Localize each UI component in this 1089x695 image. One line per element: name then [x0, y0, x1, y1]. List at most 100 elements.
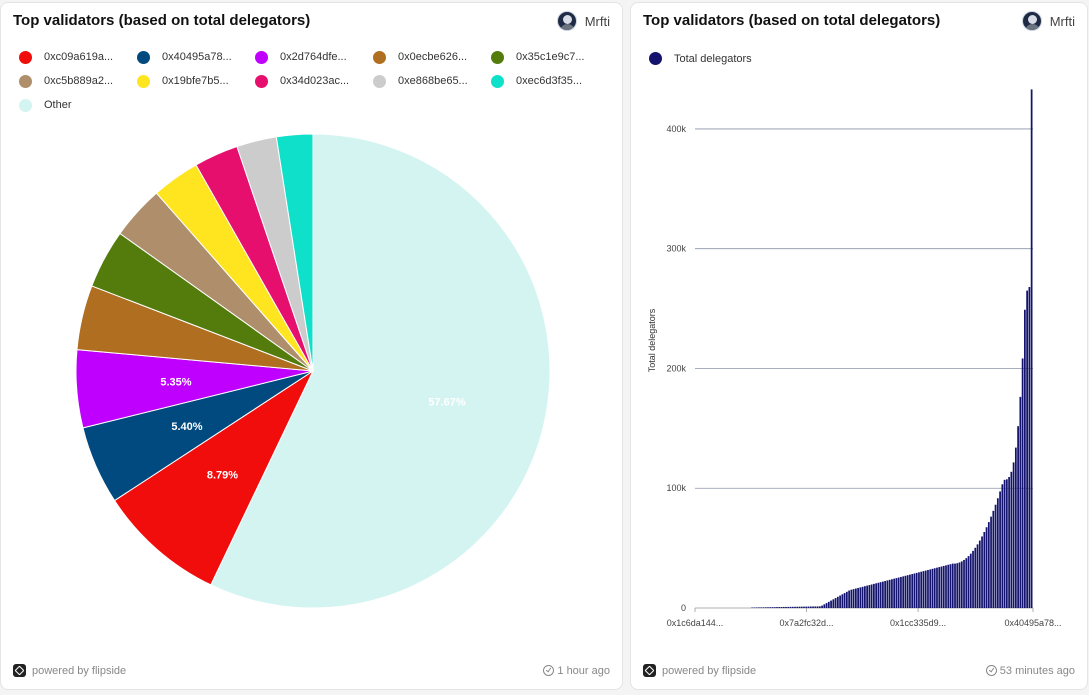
author-badge[interactable]: Mrfti	[556, 11, 610, 31]
bar[interactable]	[1012, 462, 1015, 608]
bar[interactable]	[773, 607, 776, 608]
bar[interactable]	[996, 498, 999, 608]
bar[interactable]	[967, 556, 970, 608]
bar[interactable]	[866, 585, 869, 608]
bar[interactable]	[875, 583, 878, 608]
bar[interactable]	[888, 579, 891, 608]
bar[interactable]	[762, 607, 765, 608]
bar[interactable]	[852, 589, 855, 608]
bar[interactable]	[868, 585, 871, 608]
bar[interactable]	[850, 589, 853, 608]
bar[interactable]	[891, 579, 893, 608]
bar[interactable]	[796, 606, 799, 608]
legend-item[interactable]: 0x0ecbe626...	[373, 50, 491, 64]
bar[interactable]	[904, 575, 907, 608]
bar[interactable]	[965, 558, 968, 608]
bar[interactable]	[906, 575, 909, 608]
bar[interactable]	[857, 587, 859, 608]
bar[interactable]	[755, 607, 758, 608]
pie-slice[interactable]	[210, 133, 551, 609]
bar[interactable]	[969, 553, 972, 608]
bar[interactable]	[958, 562, 961, 608]
bar[interactable]	[909, 574, 911, 608]
legend-item[interactable]: 0xe868be65...	[373, 74, 491, 88]
bar[interactable]	[800, 606, 803, 608]
bar[interactable]	[960, 561, 963, 608]
bar[interactable]	[900, 576, 902, 608]
bar[interactable]	[859, 587, 862, 608]
bar[interactable]	[771, 607, 774, 608]
bar[interactable]	[942, 565, 945, 608]
bar[interactable]	[758, 607, 760, 608]
powered-by[interactable]: powered by flipside	[643, 664, 756, 677]
bar[interactable]	[845, 591, 848, 608]
bar[interactable]	[1010, 471, 1013, 608]
bar[interactable]	[776, 607, 778, 608]
legend-item[interactable]: 0xc5b889a2...	[19, 74, 137, 88]
bar[interactable]	[830, 600, 832, 608]
bar[interactable]	[915, 572, 918, 608]
bar[interactable]	[791, 606, 794, 608]
bar[interactable]	[870, 584, 873, 608]
bar[interactable]	[782, 606, 785, 608]
legend-item[interactable]: 0x34d023ac...	[255, 74, 373, 88]
legend-item[interactable]: 0xec6d3f35...	[491, 74, 609, 88]
bar[interactable]	[780, 607, 783, 608]
bar[interactable]	[1028, 287, 1031, 608]
bar[interactable]	[895, 578, 898, 608]
bar[interactable]	[767, 607, 769, 608]
bar[interactable]	[902, 576, 905, 608]
bar[interactable]	[972, 550, 974, 608]
legend-item[interactable]: Other	[19, 98, 137, 112]
bar[interactable]	[956, 563, 959, 608]
bar[interactable]	[954, 563, 956, 608]
bar[interactable]	[836, 596, 839, 608]
bar[interactable]	[789, 606, 792, 608]
bar[interactable]	[985, 527, 988, 608]
bar[interactable]	[794, 606, 796, 608]
bar[interactable]	[938, 567, 941, 608]
bar[interactable]	[933, 568, 936, 608]
bar[interactable]	[992, 510, 995, 608]
bar[interactable]	[814, 606, 817, 608]
legend-item[interactable]: 0x35c1e9c7...	[491, 50, 609, 64]
bar[interactable]	[918, 572, 920, 608]
bar[interactable]	[843, 593, 846, 608]
legend-item[interactable]: 0xc09a619a...	[19, 50, 137, 64]
bar[interactable]	[778, 607, 781, 608]
bar-legend-item[interactable]: Total delegators	[649, 52, 752, 65]
bar[interactable]	[1003, 479, 1006, 608]
bar[interactable]	[841, 594, 844, 608]
bar[interactable]	[920, 571, 923, 608]
bar[interactable]	[864, 586, 866, 608]
bar[interactable]	[913, 573, 916, 608]
bar[interactable]	[1008, 477, 1010, 608]
bar[interactable]	[990, 516, 992, 608]
bar[interactable]	[1019, 396, 1022, 608]
bar[interactable]	[879, 582, 882, 608]
legend-item[interactable]: 0x19bfe7b5...	[137, 74, 255, 88]
bar[interactable]	[886, 580, 889, 608]
bar[interactable]	[827, 601, 830, 608]
bar[interactable]	[821, 605, 823, 608]
bar[interactable]	[927, 569, 929, 608]
bar[interactable]	[911, 574, 914, 608]
bar[interactable]	[812, 606, 814, 608]
bar[interactable]	[936, 567, 938, 608]
bar[interactable]	[981, 536, 983, 608]
bar[interactable]	[807, 606, 810, 608]
powered-by[interactable]: powered by flipside	[13, 664, 126, 677]
bar[interactable]	[764, 607, 767, 608]
bar[interactable]	[769, 607, 772, 608]
legend-item[interactable]: 0x2d764dfe...	[255, 50, 373, 64]
bar[interactable]	[809, 606, 812, 608]
bar[interactable]	[848, 590, 850, 608]
bar[interactable]	[818, 606, 821, 608]
bar[interactable]	[1001, 484, 1004, 608]
bar[interactable]	[798, 606, 801, 608]
bar[interactable]	[1014, 447, 1017, 608]
bar[interactable]	[949, 564, 952, 608]
bar[interactable]	[893, 578, 896, 608]
bar[interactable]	[753, 607, 756, 608]
bar[interactable]	[832, 599, 835, 608]
